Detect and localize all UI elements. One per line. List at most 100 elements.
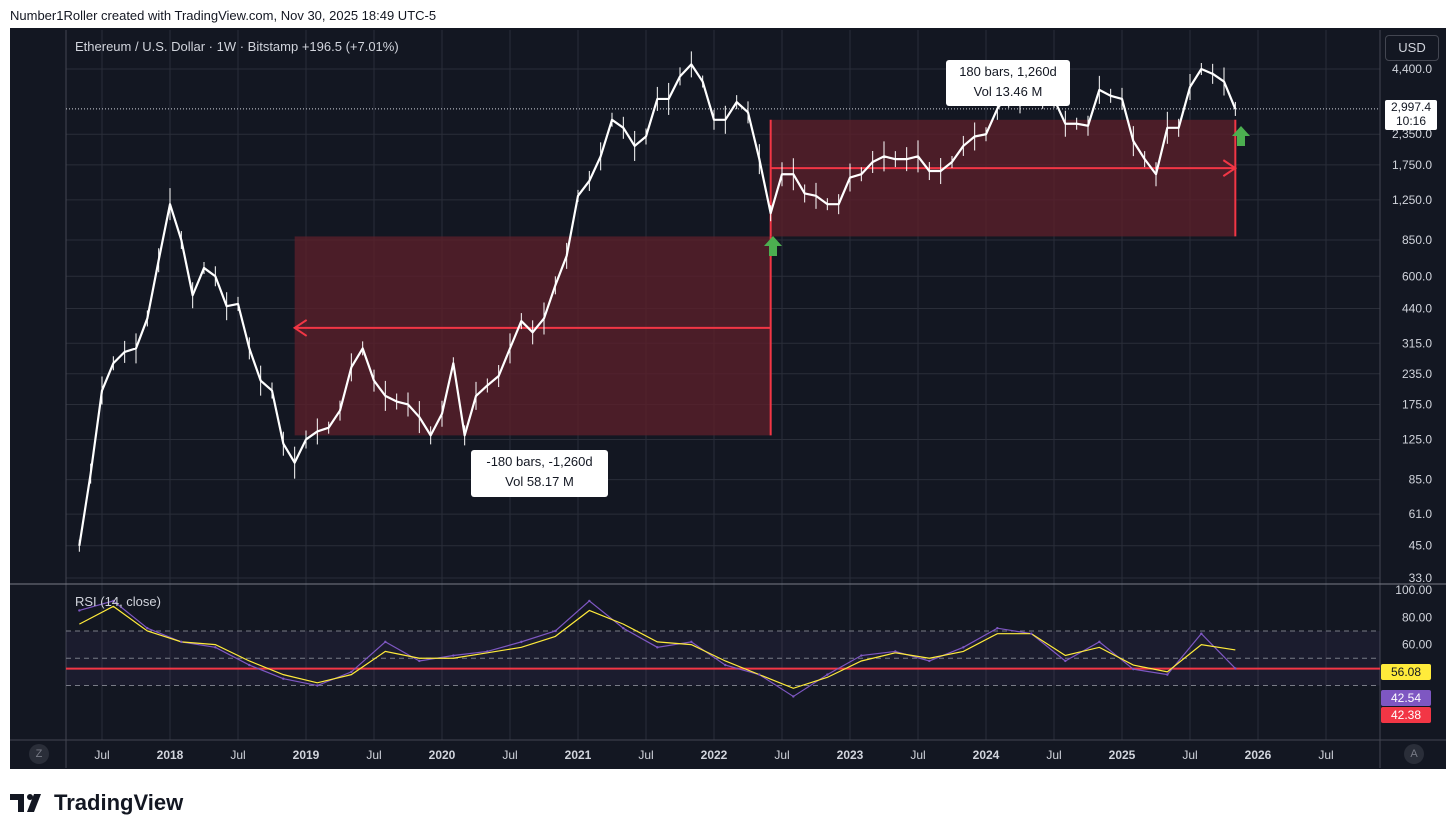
time-tick-label: 2021: [565, 748, 592, 762]
range-box: [770, 119, 1236, 237]
rsi-value-tag: 42.54: [1381, 690, 1431, 706]
brand-name: TradingView: [54, 790, 184, 815]
rsi-point: [1064, 659, 1067, 663]
rsi-ma-value-tag: 56.08: [1381, 664, 1431, 680]
zoom-reset-button[interactable]: Z: [29, 744, 49, 764]
rsi-point: [316, 684, 319, 687]
rsi-point: [180, 640, 183, 644]
rsi-point: [996, 627, 999, 630]
tradingview-logo-icon: [10, 794, 41, 812]
price-tick-label: 33.0: [1409, 571, 1433, 585]
last-price: 2,997.4: [1390, 100, 1432, 114]
range-bars-lower: -180 bars, -1,260d: [486, 454, 593, 469]
time-tick-label: Jul: [502, 748, 517, 762]
rsi-point: [622, 627, 625, 630]
rsi-level-tag: 42.38: [1381, 707, 1431, 723]
rsi-pane: [66, 599, 1380, 698]
rsi-point: [1132, 667, 1135, 671]
brand-logo: TradingView: [10, 790, 183, 816]
last-price-tag: 2,997.4 10:16: [1385, 100, 1437, 130]
time-tick-label: 2022: [701, 748, 728, 762]
price-tick-label: 850.0: [1402, 233, 1432, 247]
rsi-point: [792, 695, 795, 698]
price-tick-label: 2,350.0: [1392, 127, 1432, 141]
rsi-point: [248, 663, 251, 667]
auto-scale-button[interactable]: A: [1404, 744, 1424, 764]
price-tick-label: 175.0: [1402, 397, 1432, 411]
rsi-point: [1098, 640, 1101, 644]
time-tick-label: Jul: [1318, 748, 1333, 762]
range-bars-upper: 180 bars, 1,260d: [959, 64, 1057, 79]
rsi-tick-label: 60.00: [1402, 638, 1432, 652]
price-tick-label: 85.0: [1409, 473, 1433, 487]
price-tick-label: 4,400.0: [1392, 62, 1432, 76]
rsi-point: [520, 640, 523, 644]
rsi-point: [554, 629, 557, 633]
range-volume-upper: Vol 13.46 M: [973, 84, 1043, 99]
rsi-point: [418, 659, 421, 663]
rsi-axis: 100.00 80.00 60.00: [1395, 583, 1432, 652]
time-tick-label: Jul: [1046, 748, 1061, 762]
range-volume-lower: Vol 58.17 M: [505, 474, 574, 489]
time-tick-label: 2020: [429, 748, 456, 762]
price-tick-label: 45.0: [1409, 539, 1433, 553]
rsi-point: [928, 659, 931, 663]
buy-arrow-icon: [764, 236, 782, 256]
rsi-point: [384, 640, 387, 644]
range-arrow-head: [292, 319, 308, 337]
time-axis: Jul 2018 Jul 2019 Jul 2020 Jul 2021 Jul 2022 Jul 20…: [94, 748, 1333, 762]
time-tick-label: 2018: [157, 748, 184, 762]
rsi-point: [112, 599, 115, 603]
time-tick-label: 2023: [837, 748, 864, 762]
time-tick-label: 2026: [1245, 748, 1272, 762]
rsi-point: [656, 646, 659, 649]
rsi-point: [894, 650, 897, 653]
price-tick-label: 440.0: [1402, 302, 1432, 316]
rsi-point: [690, 640, 693, 644]
price-tick-label: 315.0: [1402, 336, 1432, 350]
time-tick-label: 2025: [1109, 748, 1136, 762]
time-tick-label: 2024: [973, 748, 1000, 762]
price-axis: 4,400.0 2,350.0 1,750.0 1,250.0 850.0 600.0 44…: [1392, 62, 1432, 585]
time-tick-label: Jul: [638, 748, 653, 762]
time-tick-label: Jul: [230, 748, 245, 762]
time-tick-label: Jul: [910, 748, 925, 762]
symbol-legend[interactable]: Ethereum / U.S. Dollar · 1W · Bitstamp +…: [75, 39, 399, 54]
bar-countdown: 10:16: [1395, 114, 1427, 128]
time-tick-label: Jul: [774, 748, 789, 762]
currency-button[interactable]: USD: [1385, 35, 1439, 61]
rsi-point: [1234, 667, 1237, 670]
rsi-legend[interactable]: RSI (14, close): [75, 594, 161, 609]
rsi-point: [962, 646, 965, 649]
rsi-ma-line: [79, 605, 1236, 689]
rsi-point: [588, 599, 591, 603]
time-tick-label: Jul: [366, 748, 381, 762]
time-tick-label: Jul: [94, 748, 109, 762]
price-tick-label: 61.0: [1409, 507, 1433, 521]
price-tick-label: 1,250.0: [1392, 193, 1432, 207]
time-tick-label: Jul: [1182, 748, 1197, 762]
rsi-point: [1030, 632, 1033, 635]
price-tick-label: 600.0: [1402, 269, 1432, 283]
range-label-lower: -180 bars, -1,260d Vol 58.17 M: [471, 450, 608, 497]
rsi-point: [826, 673, 829, 676]
chart-credit: Number1Roller created with TradingView.c…: [10, 8, 437, 23]
rsi-point: [214, 646, 217, 649]
rsi-point: [78, 609, 81, 612]
time-tick-label: 2019: [293, 748, 320, 762]
rsi-point: [1166, 673, 1169, 676]
price-tick-label: 235.0: [1402, 367, 1432, 381]
rsi-point: [452, 654, 455, 657]
rsi-point: [1200, 632, 1203, 635]
range-drawings: [292, 119, 1238, 436]
rsi-point: [282, 677, 285, 680]
rsi-tick-label: 80.00: [1402, 610, 1432, 624]
rsi-point: [724, 663, 727, 667]
rsi-point: [486, 650, 489, 653]
price-tick-label: 125.0: [1402, 432, 1432, 446]
price-tick-label: 1,750.0: [1392, 158, 1432, 172]
rsi-point: [860, 654, 863, 657]
rsi-point: [350, 670, 353, 674]
range-label-upper: 180 bars, 1,260d Vol 13.46 M: [946, 60, 1070, 106]
